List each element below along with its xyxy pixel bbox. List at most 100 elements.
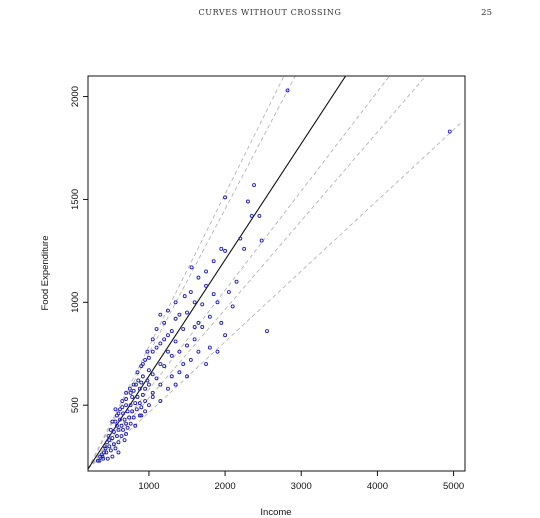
data-point xyxy=(150,390,155,395)
y-tick-label: 2000 xyxy=(70,86,81,107)
data-point xyxy=(137,386,142,391)
data-point xyxy=(136,378,141,383)
data-point xyxy=(447,129,452,134)
data-point xyxy=(154,376,159,381)
data-point xyxy=(211,292,216,297)
data-point xyxy=(200,302,205,307)
data-point xyxy=(143,386,148,391)
data-point xyxy=(188,290,193,294)
data-point xyxy=(139,380,144,385)
y-tick-label: 1000 xyxy=(70,292,81,313)
data-point xyxy=(101,456,106,461)
data-point xyxy=(162,337,167,342)
data-point xyxy=(196,320,201,325)
data-point xyxy=(177,349,182,354)
data-point xyxy=(154,327,159,331)
data-point xyxy=(128,421,133,426)
data-point xyxy=(137,401,142,406)
quantile-line-3 xyxy=(88,76,391,470)
data-point xyxy=(134,407,139,412)
data-point xyxy=(122,417,127,422)
data-point xyxy=(127,386,132,391)
data-point xyxy=(124,421,129,426)
data-point xyxy=(139,405,144,410)
data-point xyxy=(204,269,209,274)
data-point xyxy=(119,434,124,438)
data-point xyxy=(207,314,212,319)
points-layer xyxy=(95,88,452,463)
data-point xyxy=(114,423,119,428)
data-point xyxy=(182,294,187,299)
data-point xyxy=(173,382,178,387)
data-point xyxy=(230,304,235,309)
data-point xyxy=(118,407,122,412)
data-point xyxy=(166,333,170,338)
data-point xyxy=(128,403,133,408)
data-point xyxy=(130,409,135,414)
data-point xyxy=(106,434,111,438)
data-point xyxy=(113,407,118,412)
axes-layer: 1000 2000 3000 4000 5000 500 1000 1500 2000 xyxy=(70,86,464,492)
data-point xyxy=(127,415,132,420)
data-point xyxy=(135,370,140,375)
data-point xyxy=(131,382,136,387)
quantile-line-4 xyxy=(88,76,427,470)
data-point xyxy=(146,368,151,373)
data-point xyxy=(169,329,174,334)
x-tick-label: 3000 xyxy=(291,481,312,492)
data-point xyxy=(162,320,167,325)
data-point xyxy=(146,403,151,408)
data-point xyxy=(122,438,127,443)
data-point xyxy=(166,308,170,313)
data-point xyxy=(110,419,115,424)
data-point xyxy=(133,401,138,406)
data-point xyxy=(158,382,163,387)
data-point xyxy=(111,429,116,434)
data-point xyxy=(177,370,182,375)
data-point xyxy=(150,349,155,354)
data-point xyxy=(107,444,112,449)
data-point xyxy=(158,341,163,346)
data-point xyxy=(150,394,155,399)
data-point xyxy=(146,355,151,360)
data-point xyxy=(285,88,290,93)
data-point xyxy=(166,386,170,391)
data-point xyxy=(121,411,125,416)
data-point xyxy=(133,423,138,428)
data-point xyxy=(116,427,121,432)
data-point xyxy=(185,343,189,348)
data-point xyxy=(143,399,148,404)
data-point xyxy=(105,456,110,461)
y-tick-label: 500 xyxy=(70,397,81,413)
data-point xyxy=(110,454,115,459)
data-point xyxy=(219,320,224,325)
page-number: 25 xyxy=(481,8,492,18)
data-point xyxy=(114,434,119,438)
data-point xyxy=(125,409,130,414)
data-point xyxy=(110,436,115,441)
data-point xyxy=(158,399,163,404)
data-point xyxy=(124,432,129,436)
data-point xyxy=(211,259,216,264)
data-point xyxy=(189,265,194,270)
data-point xyxy=(150,372,155,377)
data-point xyxy=(137,413,142,418)
data-point xyxy=(196,275,201,280)
data-point xyxy=(97,458,102,463)
data-point xyxy=(135,394,140,399)
data-point xyxy=(124,403,129,408)
data-point xyxy=(252,183,256,187)
data-point xyxy=(245,199,250,204)
data-point xyxy=(143,357,148,362)
data-point xyxy=(173,316,178,321)
data-point xyxy=(102,444,107,449)
data-point xyxy=(105,440,109,445)
data-point xyxy=(207,345,212,350)
quantile-line-1 xyxy=(88,76,285,470)
data-point xyxy=(143,409,148,414)
x-tick-label: 2000 xyxy=(215,481,236,492)
running-title: CURVES WITHOUT CROSSING xyxy=(198,8,342,17)
data-point xyxy=(119,423,124,428)
data-point xyxy=(196,349,201,354)
